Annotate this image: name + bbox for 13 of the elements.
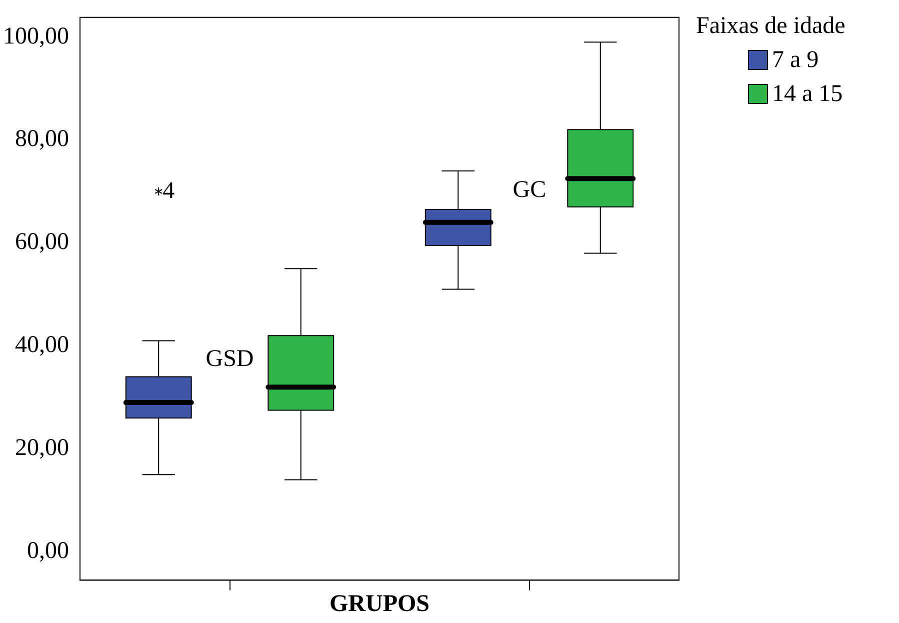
x-tick-label: GSD (206, 346, 254, 372)
y-tick-label: 0,00 (27, 538, 69, 564)
legend-label: 14 a 15 (772, 80, 843, 108)
y-tick-label: 60,00 (15, 229, 69, 256)
y-tick-label: 80,00 (15, 126, 69, 152)
x-tick-label: GC (512, 177, 546, 204)
y-tick-label: 40,00 (15, 332, 69, 358)
legend-title: Faixas de idade (696, 12, 846, 40)
legend-label: 7 a 9 (772, 46, 819, 74)
y-tick-label: 20,00 (15, 435, 69, 462)
annotation: 4 (162, 178, 175, 204)
y-tick-label: 100,00 (3, 23, 69, 50)
x-axis-title: GRUPOS (329, 590, 430, 617)
